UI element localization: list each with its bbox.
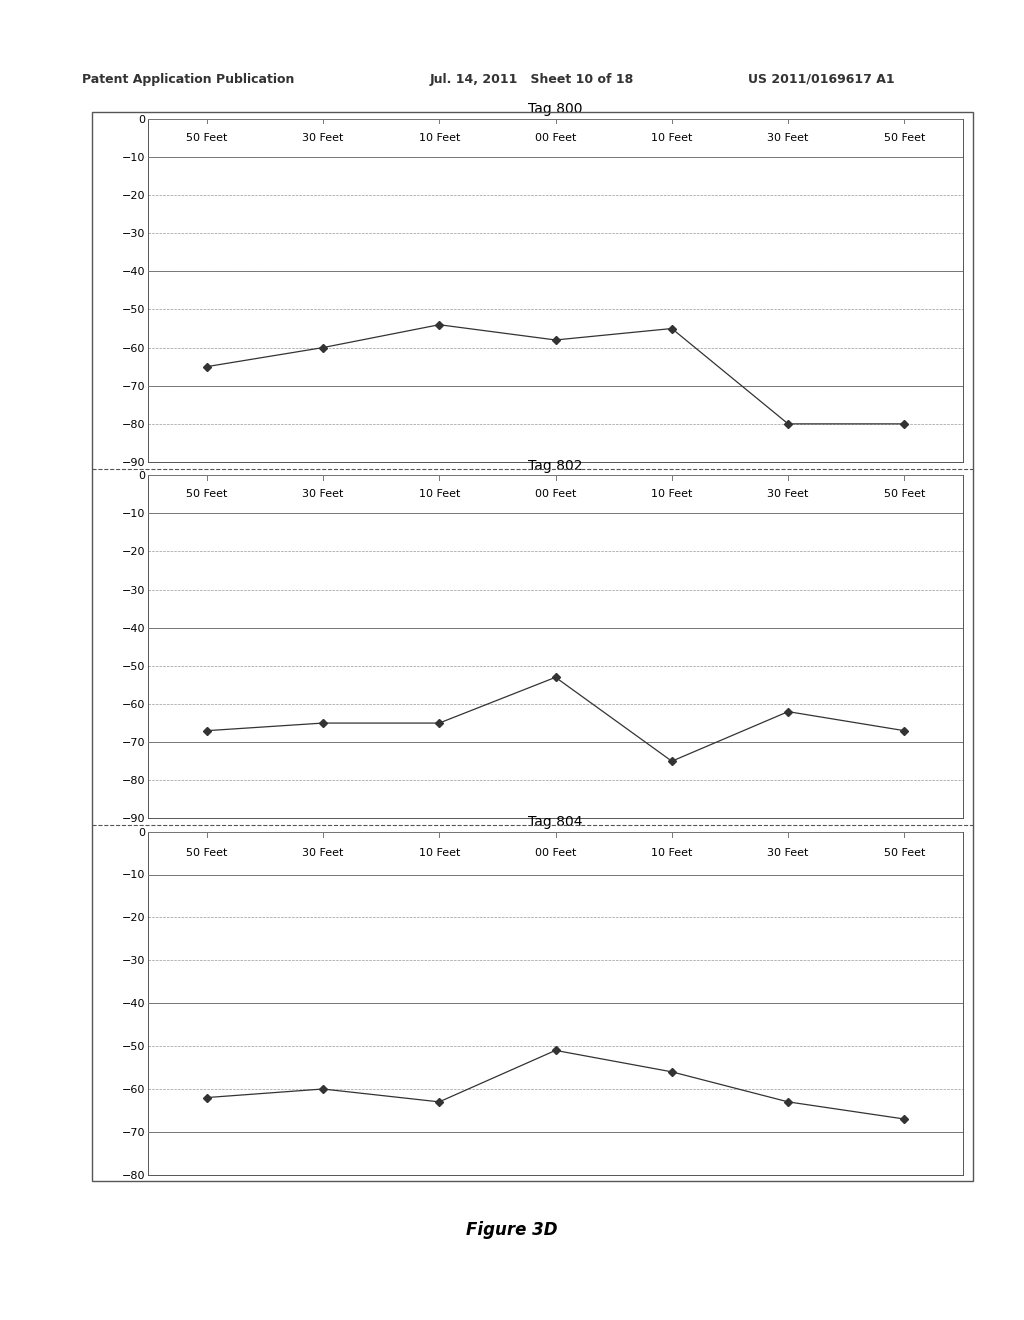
Text: Figure 3D: Figure 3D xyxy=(466,1221,558,1239)
Text: 00 Feet: 00 Feet xyxy=(535,847,577,858)
Text: 50 Feet: 50 Feet xyxy=(186,490,227,499)
Text: 30 Feet: 30 Feet xyxy=(767,490,809,499)
Title: Tag 800: Tag 800 xyxy=(528,102,583,116)
Text: 50 Feet: 50 Feet xyxy=(884,490,925,499)
Text: 10 Feet: 10 Feet xyxy=(419,847,460,858)
Title: Tag 804: Tag 804 xyxy=(528,814,583,829)
Text: Patent Application Publication: Patent Application Publication xyxy=(82,73,294,86)
Text: 30 Feet: 30 Feet xyxy=(302,847,344,858)
Text: 30 Feet: 30 Feet xyxy=(767,847,809,858)
Text: 10 Feet: 10 Feet xyxy=(651,847,692,858)
Text: 50 Feet: 50 Feet xyxy=(884,133,925,143)
Text: 30 Feet: 30 Feet xyxy=(302,133,344,143)
Text: 00 Feet: 00 Feet xyxy=(535,133,577,143)
Text: 10 Feet: 10 Feet xyxy=(419,490,460,499)
Text: 10 Feet: 10 Feet xyxy=(419,133,460,143)
Text: 50 Feet: 50 Feet xyxy=(186,847,227,858)
Text: 50 Feet: 50 Feet xyxy=(884,847,925,858)
Text: 50 Feet: 50 Feet xyxy=(186,133,227,143)
Text: 00 Feet: 00 Feet xyxy=(535,490,577,499)
Text: 30 Feet: 30 Feet xyxy=(767,133,809,143)
Text: Jul. 14, 2011   Sheet 10 of 18: Jul. 14, 2011 Sheet 10 of 18 xyxy=(430,73,634,86)
Text: US 2011/0169617 A1: US 2011/0169617 A1 xyxy=(748,73,894,86)
Text: 10 Feet: 10 Feet xyxy=(651,490,692,499)
Text: 30 Feet: 30 Feet xyxy=(302,490,344,499)
Title: Tag 802: Tag 802 xyxy=(528,458,583,473)
Text: 10 Feet: 10 Feet xyxy=(651,133,692,143)
